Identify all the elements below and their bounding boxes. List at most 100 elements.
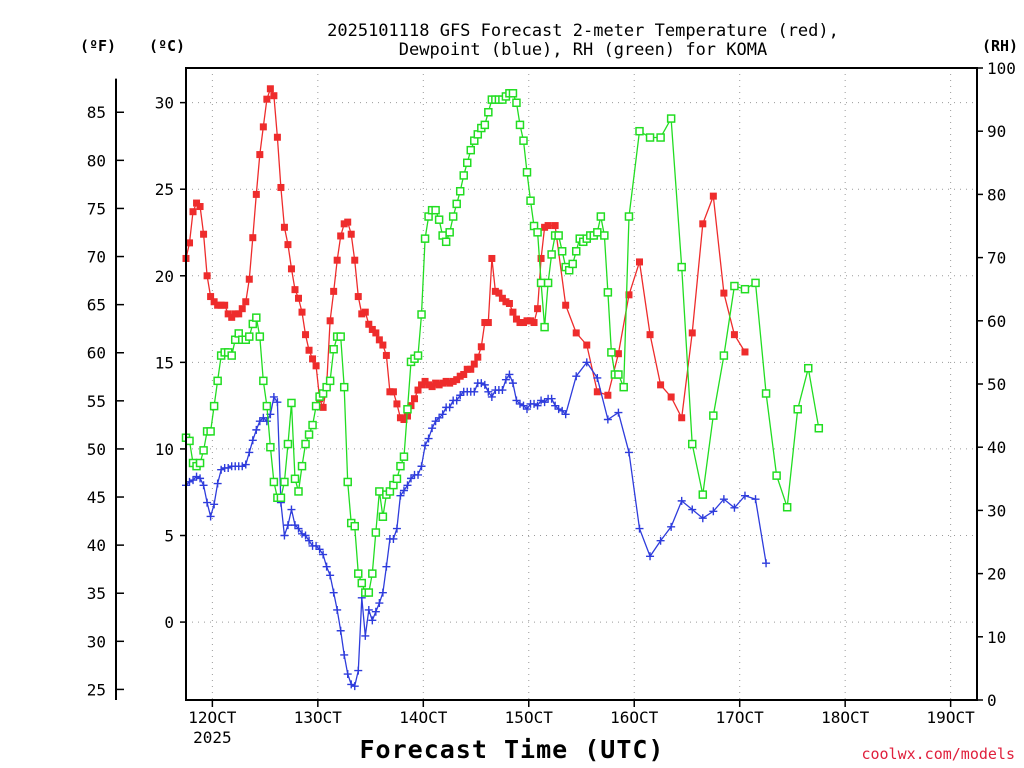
data-point	[252, 313, 261, 322]
data-point	[344, 218, 352, 226]
data-point	[389, 388, 397, 396]
data-point	[283, 439, 293, 449]
series-layer	[181, 85, 824, 691]
data-point	[687, 439, 697, 449]
data-point	[399, 486, 408, 495]
data-point	[252, 425, 261, 434]
data-point	[568, 259, 577, 269]
data-point	[446, 379, 454, 387]
data-point	[480, 120, 490, 130]
data-point	[751, 278, 760, 288]
data-point	[421, 441, 430, 450]
series-0	[182, 85, 749, 423]
rh-axis: 0 10 20 30 40 50 60 70 80 90 100	[977, 59, 1016, 710]
data-point	[425, 381, 433, 389]
time-tick-label: 16OCT	[610, 708, 659, 727]
data-point	[537, 254, 545, 262]
data-point	[751, 495, 760, 504]
data-point	[515, 120, 525, 130]
data-point	[656, 536, 665, 545]
data-point	[228, 313, 236, 321]
data-point	[456, 372, 464, 380]
data-point	[512, 315, 520, 323]
fahrenheit-tick-label: 85	[87, 103, 106, 122]
fahrenheit-tick-label: 70	[87, 248, 106, 267]
data-point	[508, 379, 517, 388]
data-point	[522, 168, 532, 177]
data-point	[358, 310, 366, 318]
data-point	[740, 284, 750, 294]
data-point	[782, 502, 792, 512]
fahrenheit-tick-label: 80	[87, 151, 106, 170]
data-point	[298, 529, 307, 538]
data-point	[298, 308, 306, 316]
data-point	[241, 460, 250, 469]
data-point	[339, 382, 349, 392]
data-point	[333, 605, 342, 614]
data-point	[646, 331, 654, 339]
data-point	[480, 380, 489, 389]
data-point	[541, 223, 549, 231]
data-point	[562, 301, 570, 309]
data-point	[245, 332, 254, 341]
data-point	[740, 491, 749, 500]
data-point	[280, 477, 289, 487]
data-point	[263, 95, 271, 103]
data-point	[340, 220, 348, 228]
data-point	[772, 471, 781, 480]
rh-tick-label: 70	[987, 249, 1006, 268]
data-point	[463, 365, 471, 373]
time-tick-label: 13OCT	[294, 708, 343, 727]
data-point	[452, 396, 461, 405]
data-point	[603, 415, 612, 424]
data-point	[600, 231, 609, 240]
data-point	[217, 465, 226, 474]
data-point	[255, 417, 264, 426]
data-point	[572, 329, 580, 337]
data-point	[418, 381, 426, 389]
celsius-tick-label: 5	[164, 527, 174, 546]
data-point	[439, 379, 447, 387]
data-point	[477, 343, 485, 351]
data-point	[266, 442, 275, 452]
data-point	[583, 341, 591, 349]
data-point	[361, 631, 370, 640]
data-point	[445, 228, 454, 237]
data-point	[449, 377, 457, 385]
data-point	[534, 305, 542, 313]
data-point	[459, 171, 468, 180]
data-point	[330, 287, 338, 295]
celsius-tick-label: 10	[155, 440, 174, 459]
data-point	[417, 462, 426, 471]
data-point	[192, 472, 201, 481]
series-2	[181, 89, 824, 597]
data-point	[276, 493, 286, 503]
data-point	[614, 370, 623, 379]
data-point	[509, 308, 517, 316]
data-point	[399, 452, 409, 461]
data-point	[309, 355, 317, 363]
rh-tick-label: 30	[987, 501, 1006, 520]
data-point	[667, 522, 676, 531]
data-point	[199, 481, 208, 490]
data-point	[544, 222, 552, 230]
data-point	[434, 215, 444, 224]
data-point	[512, 396, 521, 405]
data-point	[354, 569, 363, 578]
data-point	[375, 336, 383, 344]
data-point	[294, 487, 303, 496]
data-point	[488, 254, 496, 262]
fahrenheit-tick-label: 60	[87, 344, 106, 363]
data-point	[294, 294, 302, 302]
data-point	[326, 317, 334, 325]
data-point	[495, 289, 503, 297]
data-point	[551, 222, 559, 230]
data-point	[543, 278, 553, 288]
data-point	[519, 136, 528, 145]
data-point	[262, 401, 272, 411]
data-point	[720, 289, 728, 297]
data-point	[287, 505, 296, 514]
data-point	[256, 151, 264, 159]
data-point	[625, 291, 633, 299]
